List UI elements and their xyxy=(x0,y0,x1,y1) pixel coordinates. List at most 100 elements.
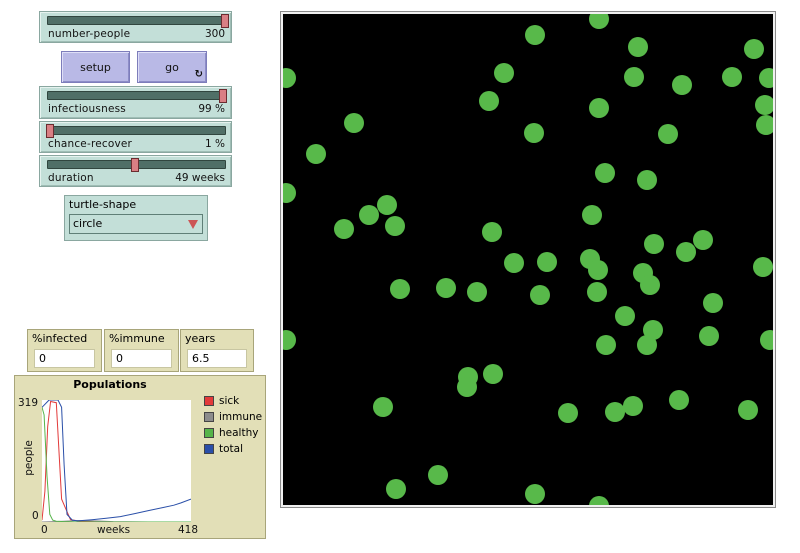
monitor-label: years xyxy=(185,332,216,345)
slider-value: 49 weeks xyxy=(175,172,225,184)
slider-knob[interactable] xyxy=(45,124,54,138)
turtle xyxy=(669,390,689,410)
monitor-immune: %immune 0 xyxy=(104,329,179,372)
turtle xyxy=(344,113,364,133)
turtle xyxy=(504,253,524,273)
slider-knob[interactable] xyxy=(221,14,229,28)
turtle xyxy=(479,91,499,111)
legend-swatch xyxy=(204,396,214,406)
series-line-sick xyxy=(42,400,191,522)
turtle xyxy=(494,63,514,83)
turtle xyxy=(693,230,713,250)
turtle xyxy=(525,25,545,45)
plot-title: Populations xyxy=(73,378,147,391)
turtle xyxy=(306,144,326,164)
turtle-shape-chooser[interactable]: turtle-shape circle xyxy=(64,195,208,241)
slider-duration[interactable]: duration 49 weeks xyxy=(39,155,232,187)
turtle xyxy=(699,326,719,346)
turtle xyxy=(436,278,456,298)
turtle xyxy=(283,183,296,203)
x-axis-label: weeks xyxy=(97,524,131,536)
turtle xyxy=(537,252,557,272)
dropdown-arrow-icon[interactable] xyxy=(188,220,198,229)
turtle xyxy=(595,163,615,183)
legend-swatch xyxy=(204,428,214,438)
turtle xyxy=(640,275,660,295)
legend-swatch xyxy=(204,444,214,454)
turtle xyxy=(722,67,742,87)
turtle xyxy=(457,377,477,397)
turtle xyxy=(524,123,544,143)
turtle xyxy=(605,402,625,422)
slider-value: 300 xyxy=(204,28,225,40)
turtle xyxy=(753,257,773,277)
turtle xyxy=(283,330,296,350)
turtle xyxy=(334,219,354,239)
turtle xyxy=(760,330,773,350)
turtle xyxy=(703,293,723,313)
monitor-value: 0 xyxy=(34,349,95,368)
legend-immune: immune xyxy=(204,411,262,423)
turtle xyxy=(589,98,609,118)
turtle xyxy=(525,484,545,504)
series-line-healthy xyxy=(42,407,191,522)
turtle xyxy=(588,260,608,280)
turtle xyxy=(283,68,296,88)
slider-infectiousness[interactable]: infectiousness 99 % xyxy=(39,86,232,119)
turtle xyxy=(637,170,657,190)
y-axis-label: people xyxy=(22,440,35,476)
turtle xyxy=(377,195,397,215)
world-view[interactable] xyxy=(280,11,776,508)
x-max-label: 418 xyxy=(178,524,199,536)
turtle xyxy=(386,479,406,499)
monitor-label: %infected xyxy=(32,332,88,345)
turtle xyxy=(658,124,678,144)
world-canvas[interactable] xyxy=(283,14,773,505)
legend-label: sick xyxy=(219,395,240,407)
monitor-value: 6.5 xyxy=(187,349,247,368)
plot-svg xyxy=(42,400,191,522)
turtle xyxy=(390,279,410,299)
turtle xyxy=(589,496,609,505)
monitor-value: 0 xyxy=(111,349,172,368)
populations-plot: Populations 319 0 people 0 weeks 418 sic… xyxy=(14,375,266,539)
slider-label: chance-recover xyxy=(48,138,133,150)
slider-track[interactable] xyxy=(47,14,229,28)
turtle xyxy=(530,285,550,305)
turtle xyxy=(596,335,616,355)
setup-button[interactable]: setup xyxy=(61,51,130,83)
chooser-dropdown[interactable]: circle xyxy=(69,214,203,234)
forever-icon: ↻ xyxy=(194,69,203,80)
slider-track[interactable] xyxy=(47,158,226,172)
turtle xyxy=(483,364,503,384)
slider-knob[interactable] xyxy=(130,158,139,172)
slider-track[interactable] xyxy=(45,124,226,138)
turtle xyxy=(373,397,393,417)
slider-chance-recover[interactable]: chance-recover 1 % xyxy=(39,121,232,153)
legend-swatch xyxy=(204,412,214,422)
x-min-label: 0 xyxy=(41,524,48,536)
slider-label: infectiousness xyxy=(48,103,126,115)
series-line-total xyxy=(42,400,191,522)
turtle xyxy=(624,67,644,87)
turtle xyxy=(582,205,602,225)
turtle xyxy=(744,39,764,59)
slider-knob[interactable] xyxy=(219,89,228,103)
turtle xyxy=(589,14,609,29)
slider-track[interactable] xyxy=(47,89,228,103)
turtle xyxy=(587,282,607,302)
slider-label: duration xyxy=(48,172,94,184)
turtle xyxy=(628,37,648,57)
go-button-label: go xyxy=(165,60,179,74)
turtle xyxy=(623,396,643,416)
slider-label: number-people xyxy=(48,28,131,40)
turtle xyxy=(676,242,696,262)
legend-label: immune xyxy=(219,411,263,423)
legend-healthy: healthy xyxy=(204,427,258,439)
turtle xyxy=(644,234,664,254)
legend-sick: sick xyxy=(204,395,239,407)
turtle xyxy=(359,205,379,225)
slider-number-people[interactable]: number-people 300 xyxy=(39,11,232,43)
legend-label: total xyxy=(219,443,244,455)
go-button[interactable]: go ↻ xyxy=(137,51,207,83)
